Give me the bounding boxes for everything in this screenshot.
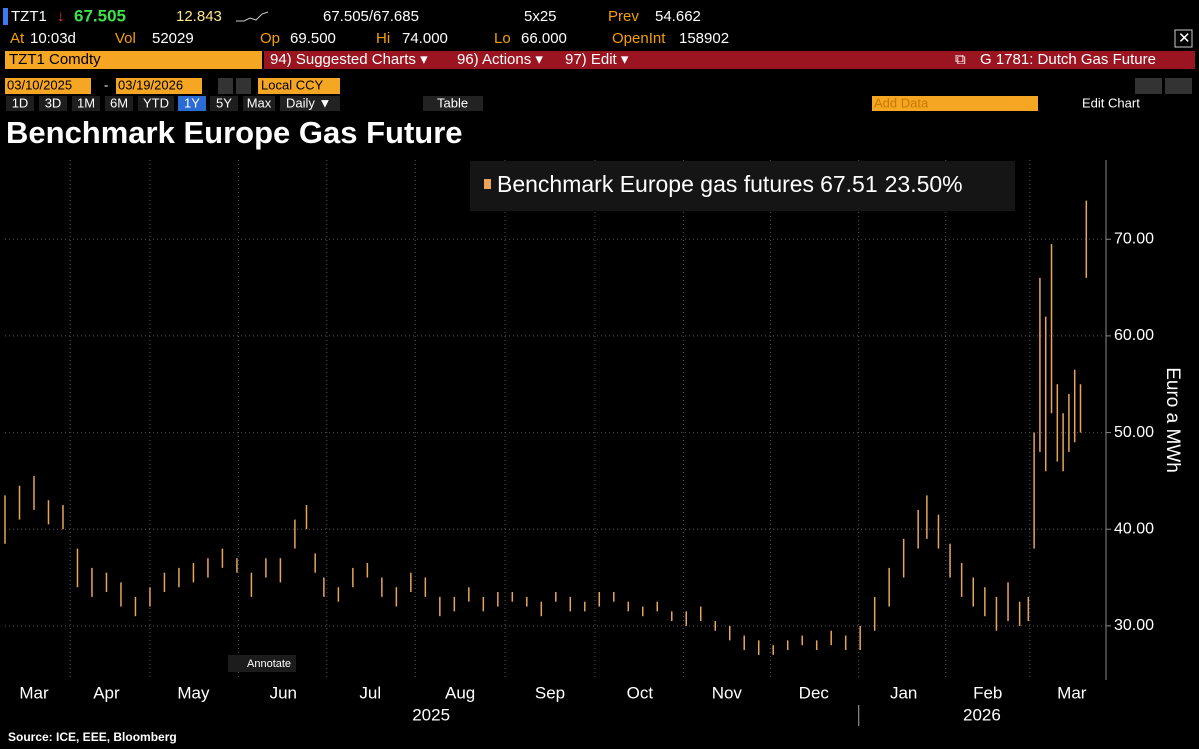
menu[interactable]: 97) Edit ▾ [565, 51, 629, 68]
edit-chart[interactable]: Edit Chart [1082, 95, 1140, 110]
prev-label: Prev [608, 8, 639, 25]
end-date-box[interactable] [116, 78, 202, 94]
y-tick-label: 60.00 [1114, 327, 1154, 344]
add-data[interactable]: Add Data [874, 95, 929, 110]
end-date[interactable]: 03/19/2026 [118, 77, 183, 92]
year-label: 2026 [963, 705, 1001, 724]
x-tick-label: Jan [890, 683, 917, 702]
prev: 54.662 [655, 8, 701, 25]
period[interactable]: Max [247, 95, 272, 110]
legend-swatch [484, 179, 491, 189]
period-button[interactable] [72, 96, 100, 111]
stat-label: At [10, 30, 25, 47]
table-button[interactable] [423, 96, 483, 111]
security[interactable]: TZT1 Comdty [9, 51, 101, 68]
frequency-box[interactable] [280, 96, 340, 111]
legend-name: Benchmark Europe gas futures [497, 171, 814, 197]
period-button[interactable] [39, 96, 67, 111]
stat-value: 66.000 [521, 30, 567, 47]
menu[interactable]: 94) Suggested Charts ▾ [270, 51, 428, 68]
stat-label: Lo [494, 30, 511, 47]
frequency[interactable]: Daily ▼ [286, 95, 331, 110]
size: 5x25 [524, 8, 557, 25]
source: Source: ICE, EEE, Bloomberg [8, 730, 177, 744]
period-button[interactable] [210, 96, 238, 111]
date-dash: - [104, 77, 108, 92]
stat-value: 52029 [152, 30, 194, 47]
currency[interactable]: Local CCY [261, 77, 323, 92]
legend-value: 67.51 [820, 171, 878, 197]
annotate[interactable]: Annotate [247, 658, 291, 670]
stat-label: Hi [376, 30, 390, 47]
currency-box[interactable] [258, 78, 340, 94]
year-label: 2025 [412, 705, 450, 724]
stat-value: 74.000 [402, 30, 448, 47]
period-button[interactable] [243, 96, 275, 111]
period[interactable]: 5Y [216, 95, 232, 110]
period-button[interactable] [105, 96, 133, 111]
stat-value: 158902 [679, 30, 729, 47]
y-tick-label: 30.00 [1114, 617, 1154, 634]
x-tick-label: May [177, 683, 210, 702]
period[interactable]: 3D [45, 95, 62, 110]
y-axis-title: Euro a MWh [1162, 367, 1183, 473]
start-date-box[interactable] [5, 78, 91, 94]
y-tick-label: 50.00 [1114, 424, 1154, 441]
next-button[interactable] [236, 78, 251, 94]
x-tick-label: Dec [799, 683, 830, 702]
x-tick-label: Jun [270, 683, 297, 702]
table[interactable]: Table [437, 95, 468, 110]
x-tick-label: Apr [93, 683, 120, 702]
period[interactable]: 1M [77, 95, 95, 110]
last-price: 67.505 [74, 6, 126, 25]
period[interactable]: 6M [110, 95, 128, 110]
x-tick-label: Oct [627, 683, 654, 702]
annotate-button[interactable] [228, 655, 296, 672]
x-tick-label: Mar [19, 683, 49, 702]
down-arrow: ↓ [57, 8, 65, 25]
x-tick-label: Nov [712, 683, 743, 702]
undo[interactable] [1135, 78, 1162, 94]
add-data-box[interactable] [872, 96, 1038, 111]
stat-value: 10:03d [30, 30, 76, 47]
stat-label: Vol [115, 30, 136, 47]
stat-label: Op [260, 30, 280, 47]
period[interactable]: 1D [12, 95, 29, 110]
prev-button[interactable] [218, 78, 233, 94]
function-icon: ⧉ [955, 51, 966, 68]
legend-box [470, 161, 1015, 211]
chart-title: Benchmark Europe Gas Future [6, 115, 463, 150]
x-tick-label: Mar [1057, 683, 1087, 702]
period-button[interactable] [138, 96, 174, 111]
function-name[interactable]: G 1781: Dutch Gas Future [980, 51, 1156, 68]
menu[interactable]: 96) Actions ▾ [457, 51, 543, 68]
menu-bar [264, 51, 1195, 69]
y-tick-label: 40.00 [1114, 520, 1154, 537]
redo[interactable] [1165, 78, 1192, 94]
stat-value: 69.500 [290, 30, 336, 47]
legend-value: 23.50% [885, 171, 963, 197]
start-date[interactable]: 03/10/2025 [7, 77, 72, 92]
period[interactable]: 1Y [184, 95, 200, 110]
period-button[interactable] [6, 96, 34, 111]
change: 12.843 [176, 8, 222, 25]
ticker: TZT1 [11, 8, 47, 25]
y-tick-label: 70.00 [1114, 230, 1154, 247]
x-tick-label: Aug [445, 683, 475, 702]
security-box[interactable] [5, 51, 262, 69]
x-tick-label: Sep [535, 683, 565, 702]
x-tick-label: Jul [359, 683, 381, 702]
x-tick-label: Feb [973, 683, 1002, 702]
period-button[interactable] [178, 96, 206, 111]
ticker-marker [3, 8, 8, 25]
close-button[interactable] [1174, 29, 1193, 48]
close-icon[interactable]: ✕ [1178, 30, 1191, 47]
sparkline [236, 11, 269, 22]
period[interactable]: YTD [143, 95, 169, 110]
bid-ask: 67.505/67.685 [323, 8, 419, 25]
stat-label: OpenInt [612, 30, 666, 47]
